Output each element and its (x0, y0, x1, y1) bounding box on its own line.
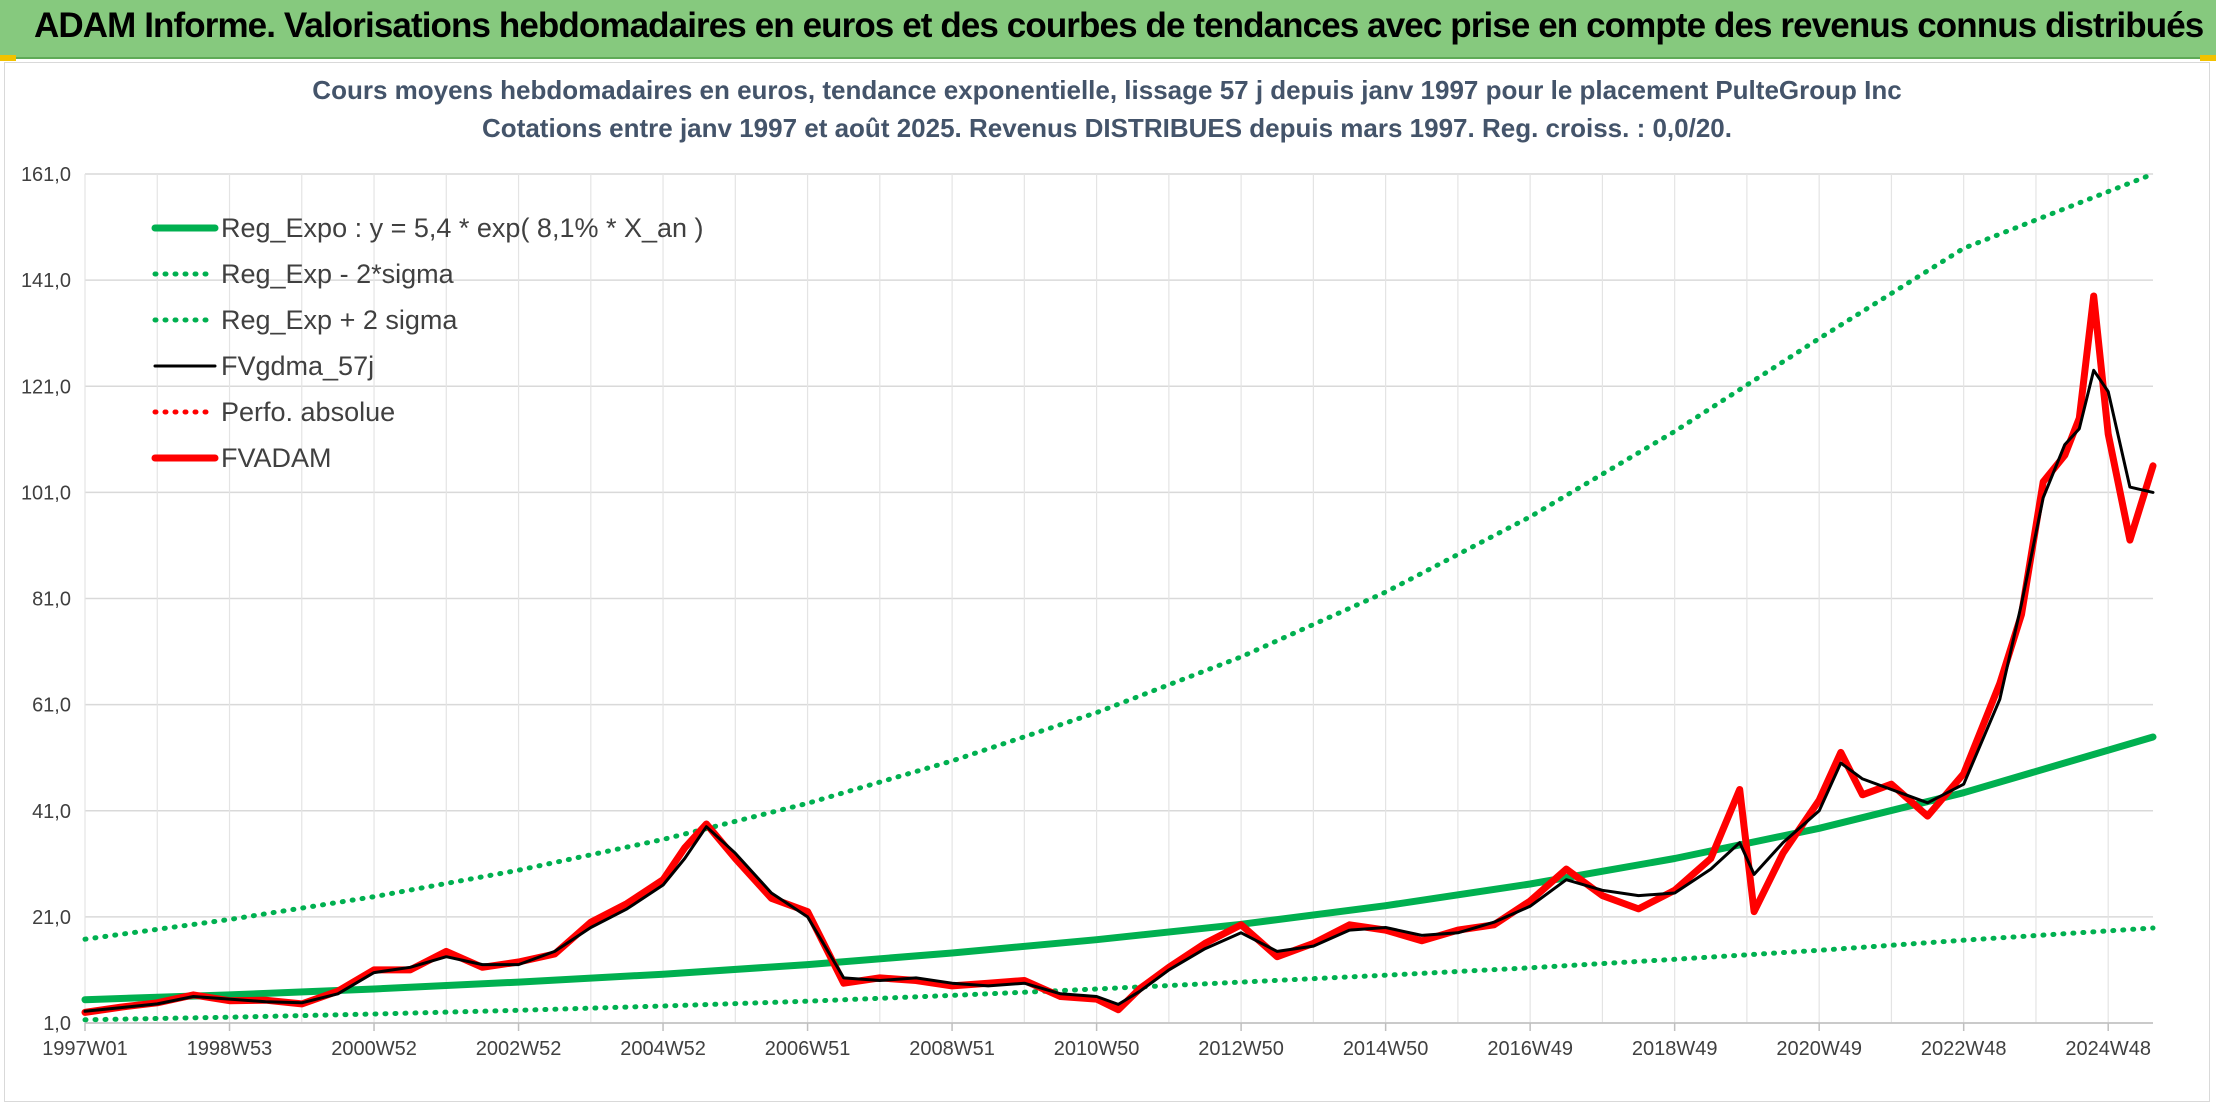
legend-label: Reg_Exp - 2*sigma (221, 259, 455, 289)
legend-label: FVADAM (221, 443, 332, 473)
x-tick-label: 2012W50 (1198, 1038, 1284, 1060)
legend-label: Reg_Expo : y = 5,4 * exp( 8,1% * X_an ) (221, 213, 704, 243)
x-tick-label: 2006W51 (765, 1038, 851, 1060)
x-tick-label: 2000W52 (331, 1038, 417, 1060)
x-tick-label: 2014W50 (1343, 1038, 1429, 1060)
y-tick-label: 1,0 (43, 1013, 71, 1035)
y-tick-label: 101,0 (21, 482, 71, 504)
y-tick-label: 141,0 (21, 270, 71, 292)
y-tick-label: 161,0 (21, 164, 71, 186)
x-tick-label: 2020W49 (1776, 1038, 1862, 1060)
series-line (83, 368, 2155, 1013)
y-tick-label: 21,0 (32, 907, 71, 929)
x-tick-label: 2018W49 (1632, 1038, 1718, 1060)
y-tick-label: 121,0 (21, 376, 71, 398)
banner-corner-left (0, 55, 16, 61)
title-backdrop (335, 63, 1875, 133)
chart-panel: 161,0 141,0 121,0 101,0 81,0 61,0 41,0 21,0 1,0 … (4, 62, 2210, 1102)
chart-title-line1: Cours moyens hebdomadaires en euros, ten… (312, 75, 1901, 105)
report-title: ADAM Informe. Valorisations hebdomadaire… (34, 6, 2204, 45)
grid-lines (84, 173, 2153, 1024)
x-tick-label: 2016W49 (1487, 1038, 1573, 1060)
report-banner: ADAM Informe. Valorisations hebdomadaire… (0, 0, 2216, 59)
legend-label: Perfo. absolue (221, 397, 395, 427)
series-line (81, 292, 2157, 1016)
x-tick-label: 2004W52 (620, 1038, 706, 1060)
banner-corner-right (2200, 55, 2216, 61)
x-tick-label: 1998W53 (187, 1038, 273, 1060)
x-tick-label: 2008W51 (909, 1038, 995, 1060)
x-tick-label: 2024W48 (2065, 1038, 2151, 1060)
y-tick-label: 81,0 (32, 589, 71, 611)
series-lines (81, 171, 2157, 1023)
y-tick-label: 41,0 (32, 801, 71, 823)
legend: Reg_Expo : y = 5,4 * exp( 8,1% * X_an ) R… (151, 213, 704, 473)
legend-label: FVgdma_57j (221, 351, 374, 381)
y-axis-ticks: 161,0 141,0 121,0 101,0 81,0 61,0 41,0 21,0 1,0 (21, 164, 71, 1035)
line-chart: 161,0141,0121,0101,081,061,041,021,01,0 … (21, 63, 2157, 1060)
x-tick-label: 1997W01 (42, 1038, 128, 1060)
chart-title-line2: Cotations entre janv 1997 et août 2025. … (482, 113, 1732, 143)
legend-label: Reg_Exp + 2 sigma (221, 305, 458, 335)
x-tick-label: 2002W52 (476, 1038, 562, 1060)
series-line (81, 733, 2157, 1004)
y-tick-label: 61,0 (32, 695, 71, 717)
x-tick-label: 2022W48 (1921, 1038, 2007, 1060)
x-tick-label: 2010W50 (1054, 1038, 1140, 1060)
x-axis-ticks: 1997W01 1998W53 2000W52 2002W52 2004W52 2006W… (42, 1023, 2151, 1060)
